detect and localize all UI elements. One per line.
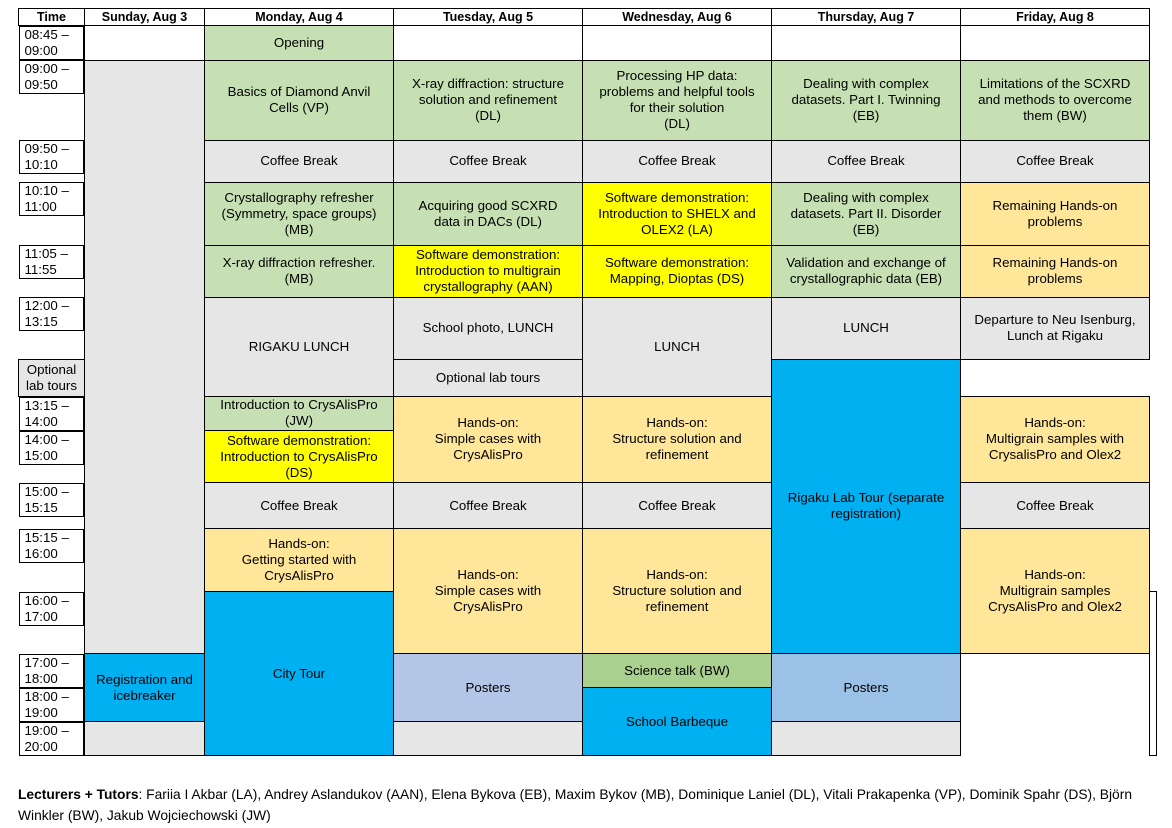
session-posters: Posters [465,679,511,695]
session-xray-refresher: X-ray diffraction refresher. (MB) [222,255,376,286]
coffee-break: Coffee Break [260,497,338,513]
table-row: 15:15 – 16:00 Hands-on: Getting started … [18,528,1157,654]
session-rigaku-lab-tour: Rigaku Lab Tour (separate registration) [787,490,945,522]
table-row: 08:45 – 09:00 Opening [18,25,1157,61]
session-mapping-demo: Software demonstration: Mapping, Dioptas… [604,255,750,286]
table-row: 19:00 – 20:00 [18,721,1157,756]
session-diamond-anvil: Basics of Diamond Anvil Cells (VP) [227,84,371,115]
session-posters: Posters [843,679,889,695]
session-city-tour: City Tour [272,665,326,681]
table-row: 12:00 – 13:15 RIGAKU LUNCH School photo,… [18,296,1157,397]
coffee-break: Coffee Break [449,153,527,168]
table-row: 13:15 – 14:00 Introduction to CrysAlisPr… [18,395,1157,483]
session-departure: Departure to Neu Isenburg, Lunch at Riga… [974,312,1136,343]
table-row: 11:05 – 11:55 X-ray diffraction refreshe… [18,244,1157,298]
empty-cell [582,25,772,61]
time-cell: 08:45 – 09:00 [18,26,84,60]
time-cell: 09:50 – 10:10 [18,140,84,174]
time-cell: 16:00 – 17:00 [18,591,84,626]
footer-text: : Fariia I Akbar (LA), Andrey Aslandukov… [18,787,1132,823]
time-cell: 09:00 – 09:50 [18,60,84,94]
session-handson-structure: Hands-on: Structure solution and refinem… [612,567,742,614]
session-handson-multigrain: Hands-on: Multigrain samples with Crysal… [985,415,1125,463]
header-friday: Friday, Aug 8 [960,8,1150,26]
session-remaining-handson: Remaining Hands-on problems [992,197,1118,229]
session-optional-tours: Optional lab tours [26,361,77,393]
session-shelx-demo: Software demonstration: Introduction to … [598,189,756,237]
session-twinning: Dealing with complex datasets. Part I. T… [791,76,941,123]
footer-label: Lecturers + Tutors [18,787,139,802]
table-row: 18:00 – 19:00 School Barbeque [18,687,1157,756]
empty-cell [1149,591,1157,756]
lecturers-footer: Lecturers + Tutors: Fariia I Akbar (LA),… [18,784,1148,826]
session-barbeque: School Barbeque [625,713,729,729]
coffee-break: Coffee Break [827,153,905,168]
table-row: Optional lab tours Optional lab tours Ri… [18,358,1157,654]
session-limitations: Limitations of the SCXRD and methods to … [978,76,1132,123]
header-row: Time Sunday, Aug 3 Monday, Aug 4 Tuesday… [18,8,1157,26]
empty-cell [393,721,583,756]
coffee-break: Coffee Break [638,497,716,513]
session-registration: Registration and icebreaker [96,671,193,703]
table-row: 17:00 – 18:00 Registration and icebreake… [18,653,1157,722]
time-cell: 12:00 – 13:15 [18,297,84,331]
time-cell: 13:15 – 14:00 [18,396,84,431]
table-row: 14:00 – 15:00 Software demonstration: In… [18,430,1157,483]
empty-cell [84,721,205,756]
empty-cell [771,721,961,756]
session-intro-crysalispro: Introduction to CrysAlisPro (JW) [220,397,378,429]
session-handson-simple: Hands-on: Simple cases with CrysAlisPro [434,567,542,614]
coffee-break: Coffee Break [1016,497,1094,513]
table-row: 09:00 – 09:50 Basics of Diamond Anvil Ce… [18,59,1157,654]
session-validation: Validation and exchange of crystallograp… [786,255,946,286]
session-school-photo: School photo, LUNCH [422,320,554,335]
time-cell: 18:00 – 19:00 [18,687,84,722]
table-row: 16:00 – 17:00 City Tour [18,591,1157,756]
sunday-blocked-cell [84,59,205,654]
header-thursday: Thursday, Aug 7 [771,8,961,26]
table-row: 10:10 – 11:00 Crystallography refresher … [18,181,1157,246]
time-cell: 19:00 – 20:00 [18,721,84,756]
session-crystallography-refresher: Crystallography refresher (Symmetry, spa… [221,189,377,237]
header-monday: Monday, Aug 4 [204,8,394,26]
coffee-break: Coffee Break [638,153,716,168]
empty-cell [84,25,205,61]
time-cell: 10:10 – 11:00 [18,182,84,216]
session-science-talk: Science talk (BW) [624,662,730,678]
session-handson-simple: Hands-on: Simple cases with CrysAlisPro [434,415,542,463]
session-lunch: LUNCH [654,338,700,354]
time-cell: 11:05 – 11:55 [18,245,84,279]
session-crysalispro-demo: Software demonstration: Introduction to … [220,432,378,480]
session-opening: Opening [273,34,325,50]
session-disorder: Dealing with complex datasets. Part II. … [790,189,942,237]
session-multigrain-demo: Software demonstration: Introduction to … [415,247,561,294]
session-lunch: LUNCH [843,320,889,335]
coffee-break: Coffee Break [1016,153,1094,168]
coffee-break: Coffee Break [260,153,338,168]
session-acquiring-data: Acquiring good SCXRD data in DACs (DL) [418,197,558,229]
header-time: Time [18,8,85,26]
schedule-table: Time Sunday, Aug 3 Monday, Aug 4 Tuesday… [18,8,1157,756]
time-cell: 15:00 – 15:15 [18,482,84,517]
session-remaining-handson: Remaining Hands-on problems [992,255,1118,286]
session-getting-started: Hands-on: Getting started with CrysAlisP… [241,536,357,583]
empty-cell [771,25,961,61]
session-rigaku-lunch: RIGAKU LUNCH [248,338,350,354]
header-tuesday: Tuesday, Aug 5 [393,8,583,26]
empty-cell [393,25,583,61]
header-sunday: Sunday, Aug 3 [84,8,205,26]
time-cell: 14:00 – 15:00 [18,430,84,465]
session-handson-structure: Hands-on: Structure solution and refinem… [612,415,742,463]
time-cell: 15:15 – 16:00 [18,528,84,563]
session-optional-tours: Optional lab tours [435,369,541,385]
session-handson-multigrain: Hands-on: Multigrain samples CrysAlisPro… [988,567,1122,614]
session-processing-hp: Processing HP data: problems and helpful… [599,68,755,131]
empty-cell [960,25,1150,61]
session-xray-structure: X-ray diffraction: structure solution an… [412,76,564,123]
table-row: 09:50 – 10:10 Coffee Break Coffee Break … [18,139,1157,183]
time-cell: 17:00 – 18:00 [18,653,84,688]
coffee-break: Coffee Break [449,497,527,513]
header-wednesday: Wednesday, Aug 6 [582,8,772,26]
